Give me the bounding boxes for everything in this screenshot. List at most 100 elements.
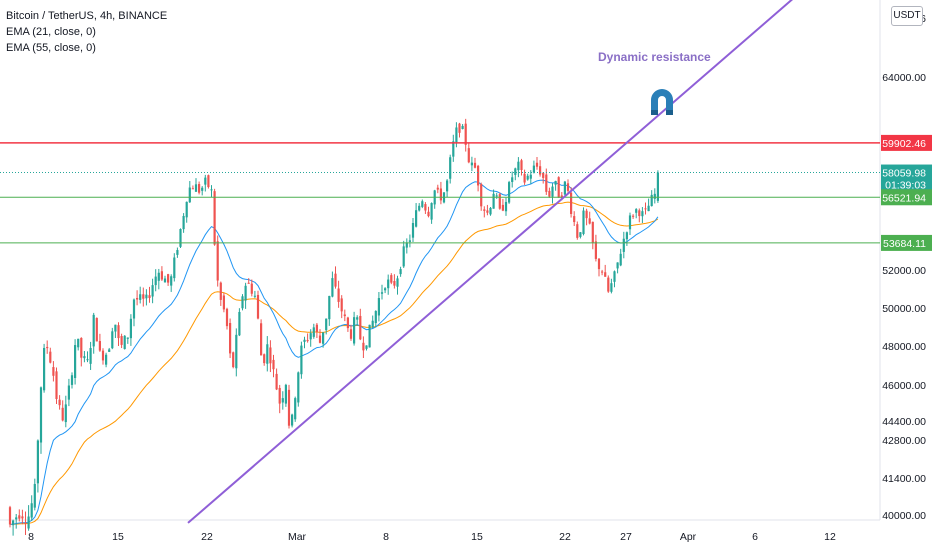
y-tick-label-top: 6 bbox=[920, 13, 926, 25]
time-scale[interactable]: 8 15 22 Mar 8 15 22 27 Apr 6 12 bbox=[28, 531, 836, 543]
candle-body bbox=[312, 327, 315, 337]
x-tick-label: Mar bbox=[288, 531, 307, 543]
candle-body bbox=[635, 209, 638, 213]
candle-body bbox=[548, 190, 551, 197]
candle-body bbox=[641, 211, 644, 217]
candle bbox=[198, 181, 201, 195]
candle bbox=[415, 203, 418, 228]
candle-body bbox=[15, 517, 18, 520]
candle-body bbox=[455, 127, 458, 143]
horizontal-price-lines[interactable] bbox=[0, 142, 880, 244]
candle-body bbox=[405, 242, 408, 248]
candle-body bbox=[501, 204, 504, 211]
candle bbox=[331, 271, 334, 298]
candle bbox=[225, 307, 229, 330]
candle bbox=[408, 234, 411, 248]
currency-badge[interactable]: USDT bbox=[891, 6, 923, 26]
ema21-legend[interactable]: EMA (21, close, 0) bbox=[6, 26, 96, 38]
candle-body bbox=[244, 285, 247, 301]
y-tick-label: 48000.00 bbox=[882, 341, 926, 353]
candle bbox=[405, 238, 408, 254]
candle-body bbox=[291, 414, 294, 426]
candle bbox=[284, 383, 287, 407]
candle bbox=[427, 206, 430, 218]
candle bbox=[318, 329, 322, 344]
ema55-legend[interactable]: EMA (55, close, 0) bbox=[6, 42, 96, 54]
magnet-icon-tip-right bbox=[666, 110, 673, 115]
candle bbox=[18, 509, 21, 522]
price-label-support: 56521.94 bbox=[882, 192, 926, 204]
price-label-bg bbox=[881, 134, 932, 151]
trendline[interactable] bbox=[187, 0, 803, 524]
candle-body bbox=[644, 208, 647, 210]
candle-body bbox=[554, 180, 557, 185]
candle-body bbox=[309, 333, 312, 340]
y-tick-label: 52000.00 bbox=[882, 265, 926, 277]
candle-body bbox=[30, 503, 33, 518]
candle bbox=[182, 213, 185, 233]
candle-body bbox=[591, 221, 594, 243]
candle bbox=[39, 386, 43, 454]
y-tick-label: 41400.00 bbox=[882, 473, 926, 485]
candle-body bbox=[356, 317, 359, 320]
candle bbox=[532, 160, 535, 174]
candle-body bbox=[157, 272, 160, 281]
candle-body bbox=[520, 160, 523, 171]
candle-body bbox=[613, 271, 616, 282]
candle-body bbox=[287, 389, 291, 426]
candle bbox=[142, 287, 145, 307]
candle bbox=[89, 341, 92, 370]
candle-body bbox=[619, 253, 622, 266]
trendline-path bbox=[187, 0, 793, 524]
candle-body bbox=[297, 372, 300, 403]
candle bbox=[653, 188, 656, 204]
y-tick-label: 64000.00 bbox=[882, 72, 926, 84]
candle-body bbox=[263, 354, 266, 364]
candle-body bbox=[421, 201, 424, 207]
candle-body bbox=[371, 320, 374, 328]
candle bbox=[297, 371, 300, 407]
candle-body bbox=[523, 173, 526, 183]
candle bbox=[86, 351, 89, 363]
candle-body bbox=[517, 161, 520, 171]
candle bbox=[585, 208, 588, 226]
candle-body bbox=[368, 324, 371, 348]
x-tick-label: Apr bbox=[680, 531, 697, 543]
candle bbox=[238, 308, 241, 337]
candle-body bbox=[18, 515, 21, 519]
candle bbox=[179, 228, 182, 249]
candle bbox=[477, 164, 480, 192]
candle-body bbox=[95, 318, 98, 342]
magnet-icon bbox=[651, 89, 673, 115]
candle bbox=[303, 336, 306, 349]
candle bbox=[554, 180, 557, 191]
price-scale[interactable]: 40000.00 41400.00 42800.00 44400.00 46000.00… bbox=[881, 0, 932, 522]
candle-body bbox=[142, 294, 145, 299]
candle bbox=[362, 336, 365, 358]
candle bbox=[33, 478, 36, 511]
candle bbox=[46, 340, 49, 354]
candle bbox=[145, 289, 148, 306]
x-tick-label: 15 bbox=[471, 531, 483, 543]
symbol-title[interactable]: Bitcoin / TetherUS, 4h, BINANCE bbox=[6, 10, 168, 22]
candle bbox=[492, 189, 495, 209]
candle-body bbox=[8, 507, 12, 525]
candle-body bbox=[610, 283, 613, 292]
candle bbox=[61, 400, 64, 422]
candle-body bbox=[154, 276, 157, 286]
candle-body bbox=[204, 177, 207, 185]
candle bbox=[207, 174, 210, 189]
candle bbox=[21, 509, 24, 525]
candle-body bbox=[129, 318, 132, 339]
candle-body bbox=[551, 186, 554, 197]
candle-body bbox=[281, 398, 284, 403]
candle bbox=[393, 274, 396, 289]
candle bbox=[173, 253, 176, 282]
candle-body bbox=[418, 205, 421, 211]
candle bbox=[436, 184, 439, 194]
candle bbox=[170, 274, 173, 292]
candle bbox=[275, 368, 278, 391]
candle-body bbox=[467, 148, 470, 163]
candle bbox=[387, 274, 390, 295]
